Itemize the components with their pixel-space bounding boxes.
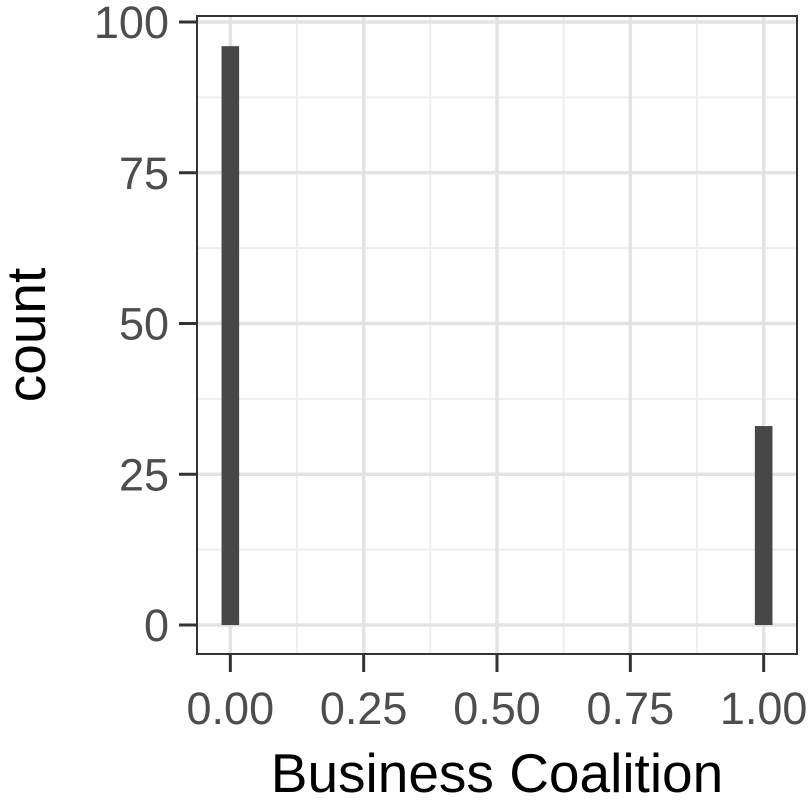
y-tick-label: 100 [94, 0, 169, 48]
y-axis-title: count [0, 268, 57, 403]
y-axis-ticks [179, 20, 197, 627]
x-tick-label: 1.00 [720, 683, 808, 734]
x-tick-label: 0.00 [187, 683, 275, 734]
major-gridlines [197, 16, 797, 654]
x-tick-label: 0.50 [453, 683, 541, 734]
bars [221, 46, 773, 626]
x-tick-label: 0.25 [320, 683, 408, 734]
y-tick-label: 0 [144, 600, 169, 651]
x-tick-label: 0.75 [587, 683, 675, 734]
y-axis-tick-labels: 0 25 50 75 100 [94, 0, 169, 651]
x-axis-tick-labels: 0.00 0.25 0.50 0.75 1.00 [187, 683, 808, 734]
x-axis-ticks [228, 654, 766, 672]
y-tick-label: 25 [119, 449, 169, 500]
histogram-bar [754, 426, 773, 626]
histogram-bar [221, 46, 240, 626]
y-tick-label: 75 [119, 148, 169, 199]
y-tick-label: 50 [119, 299, 169, 350]
x-axis-title: Business Coalition [271, 742, 723, 800]
